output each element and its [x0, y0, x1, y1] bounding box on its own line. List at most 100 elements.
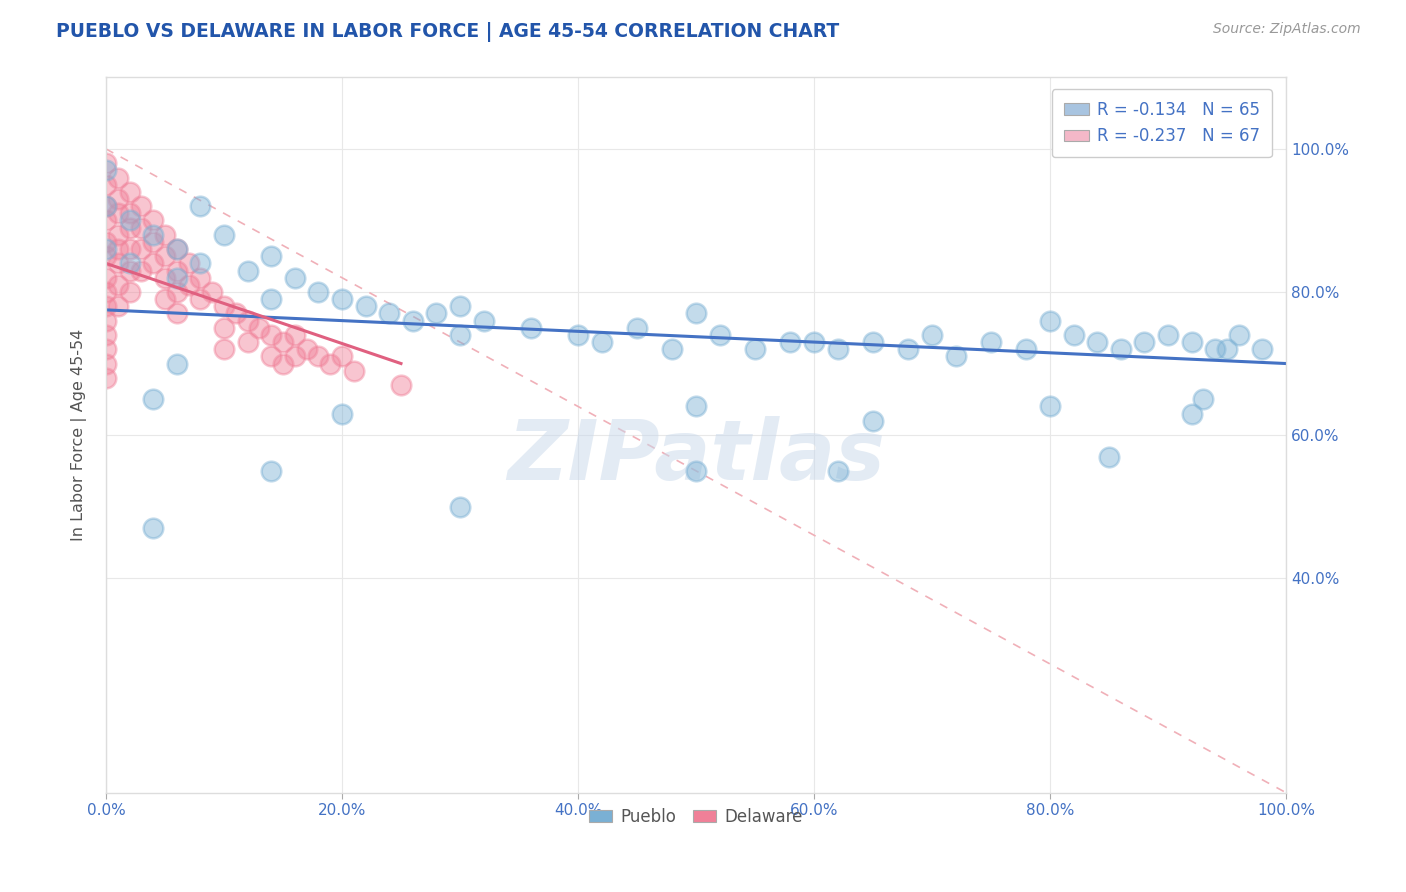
- Point: [212, 299, 235, 313]
- Point: [236, 313, 259, 327]
- Point: [260, 292, 283, 306]
- Point: [142, 213, 165, 227]
- Point: [330, 407, 353, 421]
- Point: [94, 371, 117, 385]
- Point: [166, 357, 188, 371]
- Point: [118, 206, 141, 220]
- Point: [166, 242, 188, 256]
- Point: [1251, 343, 1274, 357]
- Point: [1216, 343, 1239, 357]
- Point: [862, 334, 884, 349]
- Point: [94, 235, 117, 249]
- Point: [402, 313, 425, 327]
- Point: [94, 270, 117, 285]
- Point: [166, 242, 188, 256]
- Point: [271, 357, 294, 371]
- Point: [94, 299, 117, 313]
- Point: [94, 327, 117, 342]
- Point: [225, 306, 247, 320]
- Point: [107, 227, 129, 242]
- Point: [271, 334, 294, 349]
- Point: [661, 343, 683, 357]
- Point: [1204, 343, 1226, 357]
- Point: [94, 199, 117, 213]
- Text: ZIPatlas: ZIPatlas: [508, 416, 884, 497]
- Point: [118, 220, 141, 235]
- Point: [236, 263, 259, 277]
- Point: [94, 357, 117, 371]
- Point: [307, 285, 329, 299]
- Point: [307, 350, 329, 364]
- Point: [260, 249, 283, 263]
- Point: [142, 392, 165, 407]
- Point: [94, 285, 117, 299]
- Point: [107, 242, 129, 256]
- Point: [1157, 327, 1180, 342]
- Point: [247, 320, 270, 334]
- Point: [201, 285, 224, 299]
- Y-axis label: In Labor Force | Age 45-54: In Labor Force | Age 45-54: [72, 329, 87, 541]
- Point: [166, 263, 188, 277]
- Point: [142, 521, 165, 535]
- Point: [827, 343, 849, 357]
- Point: [107, 299, 129, 313]
- Point: [591, 334, 613, 349]
- Point: [1109, 343, 1132, 357]
- Point: [449, 500, 471, 514]
- Point: [1085, 334, 1108, 349]
- Point: [685, 464, 707, 478]
- Point: [107, 170, 129, 185]
- Point: [425, 306, 447, 320]
- Point: [94, 343, 117, 357]
- Point: [190, 256, 212, 270]
- Point: [354, 299, 377, 313]
- Point: [980, 334, 1002, 349]
- Point: [260, 464, 283, 478]
- Point: [779, 334, 801, 349]
- Point: [177, 277, 200, 292]
- Point: [449, 299, 471, 313]
- Point: [94, 242, 117, 256]
- Point: [107, 256, 129, 270]
- Point: [166, 285, 188, 299]
- Text: PUEBLO VS DELAWARE IN LABOR FORCE | AGE 45-54 CORRELATION CHART: PUEBLO VS DELAWARE IN LABOR FORCE | AGE …: [56, 22, 839, 42]
- Point: [685, 400, 707, 414]
- Point: [827, 464, 849, 478]
- Point: [1227, 327, 1250, 342]
- Point: [212, 227, 235, 242]
- Point: [131, 242, 153, 256]
- Point: [284, 327, 307, 342]
- Point: [190, 292, 212, 306]
- Point: [94, 156, 117, 170]
- Point: [107, 206, 129, 220]
- Point: [118, 242, 141, 256]
- Point: [685, 306, 707, 320]
- Point: [1133, 334, 1156, 349]
- Point: [520, 320, 543, 334]
- Point: [1039, 400, 1062, 414]
- Point: [472, 313, 495, 327]
- Point: [166, 306, 188, 320]
- Point: [118, 263, 141, 277]
- Point: [142, 227, 165, 242]
- Point: [567, 327, 589, 342]
- Point: [131, 220, 153, 235]
- Point: [107, 277, 129, 292]
- Point: [166, 270, 188, 285]
- Point: [744, 343, 766, 357]
- Legend: Pueblo, Delaware: Pueblo, Delaware: [581, 800, 811, 834]
- Point: [378, 306, 401, 320]
- Point: [94, 313, 117, 327]
- Point: [94, 199, 117, 213]
- Point: [153, 227, 176, 242]
- Point: [343, 364, 366, 378]
- Point: [153, 270, 176, 285]
- Point: [118, 185, 141, 199]
- Point: [118, 256, 141, 270]
- Point: [94, 163, 117, 178]
- Point: [1098, 450, 1121, 464]
- Point: [236, 334, 259, 349]
- Point: [319, 357, 342, 371]
- Point: [626, 320, 648, 334]
- Point: [153, 292, 176, 306]
